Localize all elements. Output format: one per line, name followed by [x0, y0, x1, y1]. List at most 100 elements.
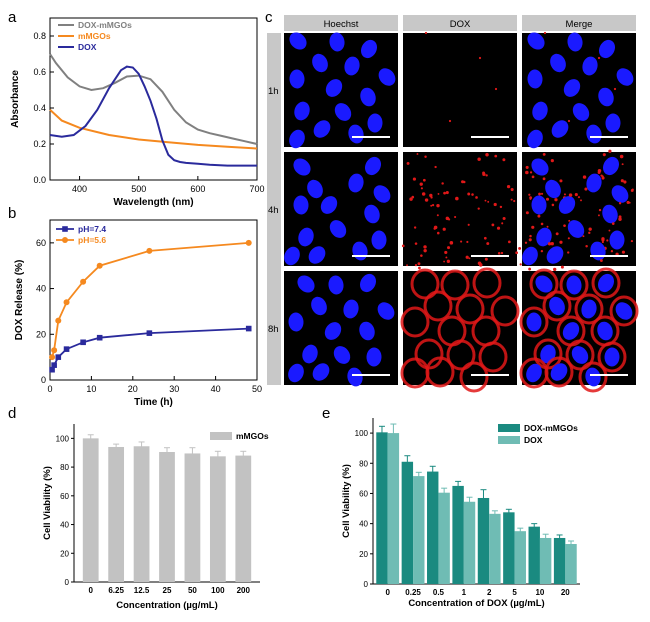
dox-ring	[591, 267, 621, 299]
dox-ring	[440, 269, 470, 301]
dox-speck	[409, 197, 413, 201]
panel-label-b: b	[8, 205, 16, 222]
x-tick-label: 20	[128, 384, 138, 394]
legend-label: pH=7.4	[78, 224, 106, 234]
y-tick-label: 0.6	[33, 67, 46, 77]
dox-ring	[446, 339, 476, 371]
nucleus	[288, 312, 304, 332]
data-point	[49, 366, 55, 373]
dox-speck	[531, 175, 535, 179]
dox-speck	[420, 254, 423, 257]
dox-speck	[568, 193, 573, 197]
nucleus	[373, 185, 391, 203]
dox-speck	[437, 193, 440, 195]
x-tick-label: 400	[72, 184, 87, 194]
micrograph-dox-4h	[401, 152, 517, 270]
dox-speck	[484, 257, 488, 261]
legend-swatch	[498, 424, 520, 432]
data-point	[49, 354, 56, 361]
y-axis-label: DOX Release (%)	[14, 260, 25, 341]
dox-speck	[441, 182, 444, 185]
dox-speck	[484, 199, 487, 202]
x-tick-label: 12.5	[134, 586, 150, 595]
bar-dox	[514, 531, 526, 584]
dox-speck	[483, 236, 487, 240]
absorbance-chart: 0.0 0.2 0.4 0.6 0.8 400 500 600 700 Wavelength (n…	[10, 17, 265, 208]
microscopy-grid: Hoechst DOX Merge 1h 4h 8h	[267, 15, 639, 393]
dox-speck	[455, 196, 459, 201]
legend-swatch	[210, 432, 232, 440]
bar-mmgos	[159, 452, 175, 582]
nucleus	[378, 68, 396, 86]
dox-speck	[412, 177, 417, 181]
data-point	[51, 362, 57, 368]
nucleus	[611, 185, 629, 203]
dox-speck	[477, 207, 480, 210]
dox-speck	[423, 248, 427, 253]
x-tick-label: 1	[462, 588, 467, 597]
dox-speck	[420, 187, 423, 190]
legend-label: DOX-mMGOs	[78, 20, 132, 30]
dox-ring	[574, 293, 604, 325]
dox-speck	[443, 191, 447, 195]
data-point	[63, 346, 70, 352]
dox-speck	[621, 250, 626, 254]
data-point	[51, 347, 58, 354]
plot-frame	[49, 219, 258, 381]
nucleus	[364, 204, 380, 224]
x-tick-label: 500	[131, 184, 146, 194]
x-tick-label: 40	[211, 384, 221, 394]
dox-speck	[577, 196, 581, 199]
nucleus	[328, 275, 344, 295]
column-header-label: Merge	[566, 19, 593, 30]
dox-speck	[444, 250, 448, 254]
micrograph-merge-8h	[519, 267, 639, 393]
dox-speck	[542, 152, 546, 156]
dox-speck	[547, 242, 552, 246]
dox-ring	[410, 268, 440, 300]
bar-dox-mmgos	[401, 461, 414, 584]
dox-ring	[559, 269, 589, 301]
nucleus	[359, 321, 375, 341]
nucleus	[329, 220, 347, 238]
dox-speck	[529, 171, 533, 174]
dox-speck	[602, 153, 606, 157]
x-tick-label: 100	[211, 586, 225, 595]
dox-speck	[422, 178, 426, 182]
dox-ring	[529, 268, 559, 300]
dox-speck	[447, 246, 451, 250]
dox-speck	[560, 265, 564, 269]
dox-speck	[416, 153, 419, 155]
dox-speck	[418, 266, 421, 270]
x-tick-label: 25	[163, 586, 172, 595]
dox-speck	[542, 177, 546, 181]
dox-speck	[443, 260, 446, 263]
nucleus	[312, 53, 328, 73]
dox-ring	[578, 361, 608, 393]
nucleus	[605, 113, 621, 133]
nucleus	[531, 158, 549, 176]
dox-speck	[485, 152, 489, 157]
legend-label: mMGOs	[78, 31, 111, 41]
nucleus	[527, 32, 545, 50]
y-tick-label: 100	[56, 434, 70, 443]
bar-dox-mmgos	[503, 512, 515, 584]
dox-speck	[466, 240, 469, 244]
dox-speck	[559, 179, 563, 183]
dox-ring	[490, 295, 520, 327]
row-label: 4h	[268, 205, 279, 216]
nucleus	[333, 346, 351, 364]
nucleus	[550, 53, 566, 73]
dox-speck	[494, 154, 498, 158]
dox-speck	[621, 163, 624, 166]
dox-speck	[630, 240, 634, 243]
dox-speck	[499, 205, 503, 209]
nucleus	[536, 227, 552, 247]
dox-speck	[598, 208, 602, 212]
y-tick-label: 0.4	[33, 103, 46, 113]
dox-speck	[434, 165, 437, 169]
nucleus	[597, 321, 613, 341]
nucleus	[344, 56, 360, 76]
row-label: 8h	[268, 324, 279, 335]
micrograph-merge-4h	[515, 149, 636, 272]
